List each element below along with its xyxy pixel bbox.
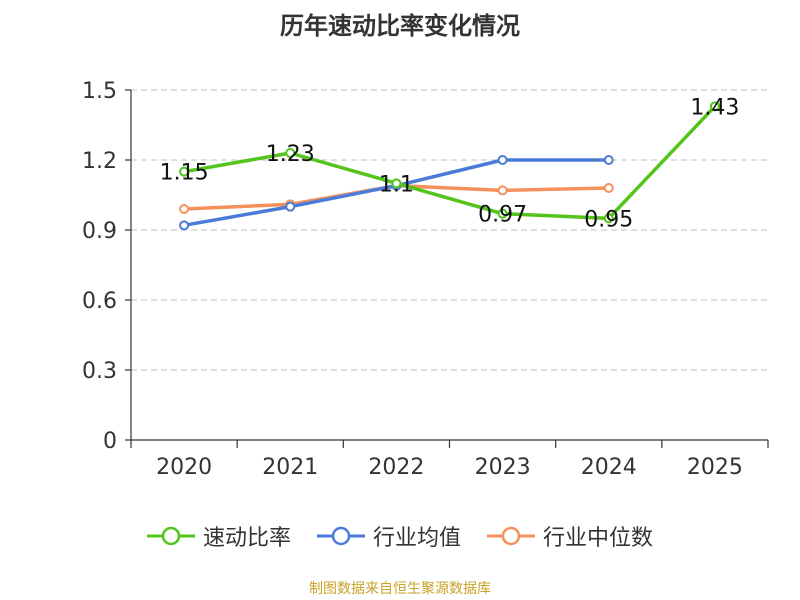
chart-title: 历年速动比率变化情况 xyxy=(280,12,520,40)
data-point xyxy=(285,148,296,158)
data-label: 0.95 xyxy=(584,207,633,232)
data-point xyxy=(179,220,190,231)
legend-swatch-industry-median xyxy=(487,526,535,546)
legend-item-industry-mean[interactable]: 行业均值 xyxy=(316,520,461,552)
x-tick-label: 2020 xyxy=(156,455,212,480)
legend-label-industry-mean: 行业均值 xyxy=(372,526,461,551)
y-tick-label: 0 xyxy=(103,429,117,454)
y-tick-label: 1.5 xyxy=(82,79,117,104)
legend-swatch-marker xyxy=(161,526,181,546)
data-point xyxy=(179,166,190,177)
x-tick-label: 2025 xyxy=(687,455,743,480)
data-point xyxy=(391,178,402,189)
data-label: 1.43 xyxy=(690,95,739,120)
legend-item-quick-ratio[interactable]: 速动比率 xyxy=(146,520,291,552)
data-point xyxy=(497,185,508,196)
legend-swatch-quick-ratio xyxy=(146,526,195,546)
x-tick-label: 2021 xyxy=(262,455,318,480)
data-point xyxy=(497,155,508,165)
data-label: 1.15 xyxy=(160,161,209,186)
x-tick-label: 2024 xyxy=(581,455,637,480)
y-tick-label: 0.3 xyxy=(82,359,117,384)
series-line-0 xyxy=(183,105,717,221)
data-point xyxy=(179,204,190,214)
data-point xyxy=(497,208,508,219)
data-point xyxy=(709,101,720,112)
data-label: 1.23 xyxy=(266,142,315,167)
data-point xyxy=(603,213,614,224)
data-point xyxy=(603,183,614,193)
source-note: 制图数据来自恒生聚源数据库 xyxy=(309,581,491,597)
line-chart: 0 0.3 0.6 0.9 1.2 1.5 2020 2021 2022 2023 2024 2025… xyxy=(82,79,769,480)
data-label: 1.1 xyxy=(379,172,414,197)
y-tick-label: 1.2 xyxy=(82,149,117,174)
x-tick-label: 2023 xyxy=(475,455,531,480)
y-tick-label: 0.6 xyxy=(82,289,117,314)
legend: 速动比率 行业均值 行业中位数 xyxy=(0,520,800,552)
legend-swatch-industry-mean xyxy=(316,526,365,546)
legend-item-industry-median[interactable]: 行业中位数 xyxy=(487,520,653,552)
legend-label-quick-ratio: 速动比率 xyxy=(202,526,291,551)
legend-swatch-marker xyxy=(501,526,521,546)
data-point xyxy=(285,201,296,212)
y-tick-label: 0.9 xyxy=(82,219,117,244)
x-tick-label: 2022 xyxy=(368,455,424,480)
data-point xyxy=(603,155,614,165)
legend-swatch-marker xyxy=(331,526,351,546)
data-label: 0.97 xyxy=(478,203,527,228)
legend-label-industry-median: 行业中位数 xyxy=(543,526,654,551)
